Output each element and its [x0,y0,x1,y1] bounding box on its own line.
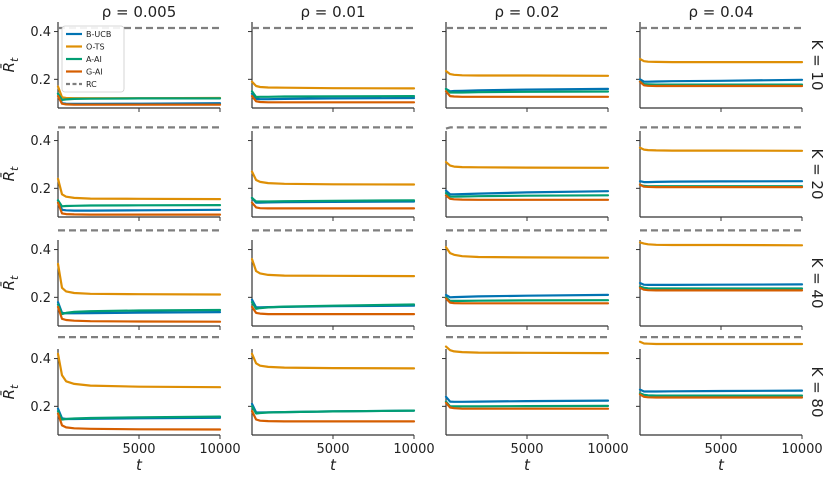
x-axis-title-2: t [330,456,337,474]
panel-r1-c3-series-o-ts [446,71,608,76]
panel-r4-c1-series-o-ts [58,354,220,387]
panel-r4-c1-ytick-label-0: 0.2 [30,400,51,415]
x-axis-title-3: t [524,456,531,474]
legend-label-a-ai: A-AI [86,55,102,64]
panel-r4-c2-series-a-ai [252,406,414,413]
panel-r4-c1-xtick-label-1: 10000 [199,442,240,457]
panel-r2-c4-series-o-ts [640,148,802,151]
panel-r2-c1-series-o-ts [58,179,220,199]
panel-r4-c3-series-o-ts [446,347,608,354]
panel-r3-c2-series-a-ai [252,302,414,309]
panel-r3-c4-series-o-ts [640,242,802,245]
y-axis-title-1: R̄t [0,57,21,72]
panel-r1-c1-ytick-label-0: 0.2 [30,73,51,88]
panel-r4-c3-series-b-ucb [446,397,608,402]
panel-r2-c2-series-g-ai [252,203,414,209]
panel-r2-c3-series-b-ucb [446,191,608,195]
panel-r2-c4-series-b-ucb [640,181,802,182]
panel-r2-c1-ytick-label-1: 0.4 [30,134,51,149]
panel-r2-c1-ytick-label-0: 0.2 [30,182,51,197]
panel-r1-c1-series-a-ai [58,94,220,100]
panel-r2-c2-series-o-ts [252,172,414,185]
x-axis-title-4: t [718,456,725,474]
panel-r2-c3-series-o-ts [446,162,608,168]
column-title-2: ρ = 0.01 [300,3,365,21]
panel-r1-c4-series-o-ts [640,59,802,62]
panel-r3-c2-series-o-ts [252,259,414,276]
panel-r3-c1-series-o-ts [58,264,220,295]
panel-r4-c4-xtick-label-1: 10000 [781,442,822,457]
panel-r3-c3-series-b-ucb [446,295,608,297]
panel-r4-c4-series-a-ai [640,393,802,395]
panel-r2-c3-series-rc [446,127,608,128]
panel-r2-c2-series-a-ai [252,198,414,202]
row-title-1: K = 10 [808,39,826,90]
panel-r3-c4-series-b-ucb [640,283,802,285]
y-axis-title-2: R̄t [0,166,21,181]
row-title-2: K = 20 [808,148,826,199]
legend-label-rc: RC [86,80,97,89]
column-title-3: ρ = 0.02 [494,3,559,21]
panel-r4-c1-ytick-label-1: 0.4 [30,352,51,367]
panel-r4-c2-xtick-label-1: 10000 [393,442,434,457]
y-axis-title-4: R̄t [0,384,21,399]
panel-r3-c4-series-a-ai [640,287,802,289]
column-title-1: ρ = 0.005 [102,3,177,21]
y-axis-title-subscript-2: t [8,166,21,171]
panel-r1-c1-ytick-label-1: 0.4 [30,25,51,40]
panel-r1-c2-series-o-ts [252,82,414,89]
row-title-3: K = 40 [808,257,826,308]
panel-r4-c2-xtick-label-0: 5000 [316,442,349,457]
panel-r4-c2-series-o-ts [252,354,414,369]
panel-r4-c1-xtick-label-0: 5000 [122,442,155,457]
panel-r3-c1-ytick-label-0: 0.2 [30,291,51,306]
legend-label-o-ts: O-TS [86,43,105,52]
y-axis-title-subscript-4: t [8,384,21,389]
panel-r4-c4-xtick-label-0: 5000 [704,442,737,457]
panel-r3-c3-series-a-ai [446,297,608,301]
legend-label-g-ai: G-AI [86,68,103,77]
panel-r4-c3-xtick-label-0: 5000 [510,442,543,457]
row-title-4: K = 80 [808,366,826,417]
x-axis-title-1: t [136,456,143,474]
panel-r3-c3-series-o-ts [446,247,608,258]
y-axis-title-subscript-3: t [8,275,21,280]
panel-r3-c1-ytick-label-1: 0.4 [30,243,51,258]
panel-r2-c4-series-a-ai [640,185,802,186]
column-title-4: ρ = 0.04 [688,3,753,21]
legend-label-b-ucb: B-UCB [86,30,111,39]
y-axis-title-subscript-1: t [8,57,21,62]
panel-r4-c4-series-b-ucb [640,390,802,392]
panel-r4-c4-series-o-ts [640,342,802,344]
figure: 0.2 0.4 0.2 0.4 0.2 0.4 0.2 0.4 5000 10000 5000 100… [0,0,830,478]
panel-r1-c4-series-b-ucb [640,79,802,81]
panel-r2-c1-series-a-ai [58,200,220,206]
panel-r4-c3-xtick-label-1: 10000 [587,442,628,457]
panel-r1-c2-series-a-ai [252,91,414,97]
y-axis-title-3: R̄t [0,275,21,290]
